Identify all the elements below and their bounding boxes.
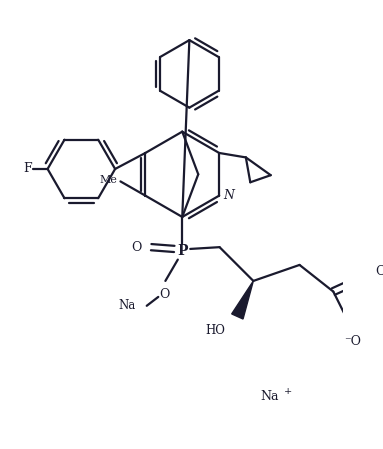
Polygon shape <box>232 281 253 319</box>
Text: N: N <box>223 189 234 202</box>
Text: HO: HO <box>205 324 225 337</box>
Text: O: O <box>375 264 383 277</box>
Text: F: F <box>23 163 31 176</box>
Text: +: + <box>283 387 292 396</box>
Text: Na: Na <box>260 390 278 403</box>
Text: Na: Na <box>119 299 136 313</box>
Text: O: O <box>131 241 141 254</box>
Text: O: O <box>159 288 170 301</box>
Text: ⁻O: ⁻O <box>344 335 361 348</box>
Text: Me: Me <box>100 175 118 185</box>
Text: P: P <box>177 244 188 258</box>
